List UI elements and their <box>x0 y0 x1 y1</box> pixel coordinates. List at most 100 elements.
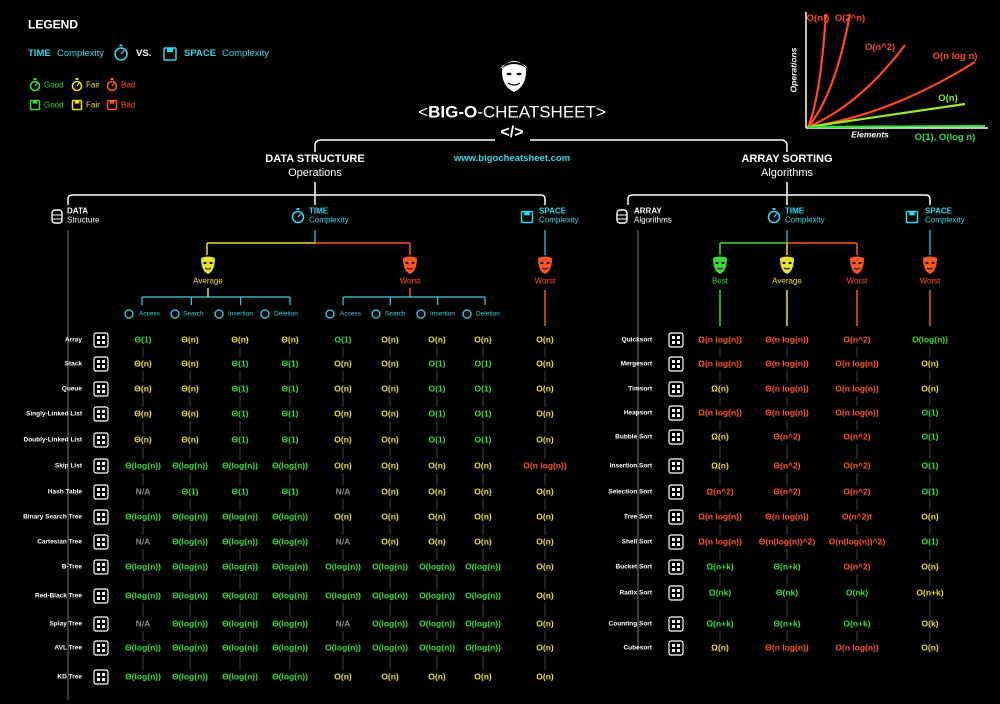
structure-icon <box>97 415 100 418</box>
structure-icon <box>668 616 684 632</box>
group-label: Worst <box>846 276 868 286</box>
column-subheader: Complexity <box>925 215 965 225</box>
section-subtitle: Operations <box>288 166 342 179</box>
structure-icon <box>102 415 105 418</box>
complexity-cell: Θ(log(n)) <box>125 511 161 522</box>
complexity-cell: N/A <box>135 618 151 629</box>
structure-icon <box>97 360 100 363</box>
complexity-cell: O(log(n)) <box>419 642 455 653</box>
row-name: Binary Search Tree <box>23 513 82 521</box>
complexity-cell: O(n) <box>536 561 554 572</box>
complexity-cell: Θ(1) <box>231 434 249 445</box>
complexity-cell: O(n) <box>334 460 352 471</box>
complexity-cell: Θ(n log(n)) <box>765 642 809 653</box>
complexity-cell: Θ(log(n)) <box>222 642 258 653</box>
structure-icon <box>97 390 100 393</box>
row-name: Quicksort <box>621 336 652 344</box>
row-name: Tree Sort <box>623 513 652 521</box>
complexity-cell: Θ(n) <box>231 334 249 345</box>
legend-time: TIME <box>28 47 51 59</box>
mask-eye <box>203 262 207 264</box>
complexity-cell: O(n log(n)) <box>523 460 567 471</box>
structure-icon <box>677 538 680 541</box>
row-name: Shell Sort <box>621 538 652 546</box>
complexity-cell: O(n) <box>428 460 446 471</box>
complexity-cell: O(1) <box>428 434 446 445</box>
complexity-cell: O(n) <box>536 642 554 653</box>
mask-mouth <box>926 267 934 270</box>
mask-eye <box>715 262 719 264</box>
structure-icon <box>97 488 100 491</box>
complexity-cell: O(n) <box>334 511 352 522</box>
bracket <box>314 139 788 152</box>
structure-icon <box>672 414 675 417</box>
structure-icon <box>668 509 684 525</box>
complexity-cell: Θ(log(n)) <box>222 671 258 682</box>
structure-icon <box>672 493 675 496</box>
structure-icon <box>97 592 100 595</box>
db-icon <box>51 209 63 224</box>
structure-icon <box>672 488 675 491</box>
mask-eye <box>411 262 415 264</box>
stopwatch-icon <box>291 210 305 224</box>
complexity-cell: O(n) <box>381 334 399 345</box>
complexity-cell: Θ(log(n)) <box>272 536 308 547</box>
complexity-curve <box>807 44 906 129</box>
mask-icon <box>201 256 215 274</box>
mask-eye <box>931 262 935 264</box>
structure-icon <box>672 341 675 344</box>
complexity-cell: Θ(log(n)) <box>125 671 161 682</box>
complexity-cell: O(log(n)) <box>325 642 361 653</box>
complexity-cell: N/A <box>335 486 351 497</box>
row-name: Array <box>65 336 82 344</box>
complexity-cell: O(n) <box>536 408 554 419</box>
operation-icon <box>371 309 381 319</box>
complexity-cell: O(n) <box>381 671 399 682</box>
complexity-cell: Ω(n log(n)) <box>698 334 742 345</box>
stopwatch-icon <box>111 82 115 87</box>
structure-icon <box>672 390 675 393</box>
structure-icon <box>97 673 100 676</box>
complexity-cell: Ω(nk) <box>708 587 732 598</box>
mask-eye <box>546 262 550 264</box>
complexity-cell: O(n^2) <box>843 486 871 497</box>
structure-icon <box>677 390 680 393</box>
complexity-cell: O(log(n)) <box>372 642 408 653</box>
structure-icon <box>102 385 105 388</box>
complexity-cell: O(1) <box>474 434 492 445</box>
structure-icon <box>677 341 680 344</box>
complexity-cell: Θ(log(n)) <box>222 561 258 572</box>
complexity-cell: O(n^2)t <box>842 511 872 522</box>
structure-icon <box>668 429 684 445</box>
operation-label: Search <box>385 310 406 318</box>
stopwatch-icon <box>114 47 128 61</box>
complexity-cell: O(n) <box>536 486 554 497</box>
row-name: Timsort <box>628 385 652 393</box>
complexity-cell: O(n) <box>428 334 446 345</box>
complexity-cell: Ω(n log(n)) <box>698 511 742 522</box>
complexity-cell: O(log(n)) <box>465 590 501 601</box>
graph-x-label: Elements <box>851 129 889 140</box>
structure-icon <box>672 438 675 441</box>
complexity-cell: O(n log(n)) <box>835 383 879 394</box>
complexity-cell: O(1) <box>474 358 492 369</box>
stopwatch-icon <box>297 213 302 218</box>
structure-icon <box>97 441 100 444</box>
complexity-cell: O(1) <box>474 408 492 419</box>
complexity-cell: O(n) <box>536 383 554 394</box>
complexity-curve <box>807 124 986 129</box>
operation-icon <box>462 309 472 319</box>
complexity-cell: O(nk) <box>845 587 869 598</box>
group-label: Worst <box>534 276 556 286</box>
stopwatch-icon <box>33 78 37 80</box>
complexity-cell: O(n) <box>381 408 399 419</box>
structure-icon <box>672 365 675 368</box>
complexity-cell: Θ(n) <box>134 383 152 394</box>
graph-y-label: Operations <box>788 47 799 93</box>
complexity-cell: O(log(n)) <box>419 590 455 601</box>
complexity-cell: O(n) <box>536 434 554 445</box>
title-rest: -CHEATSHEET <box>477 102 596 122</box>
row-name: Skip List <box>54 462 82 470</box>
stopwatch-icon <box>75 78 79 80</box>
